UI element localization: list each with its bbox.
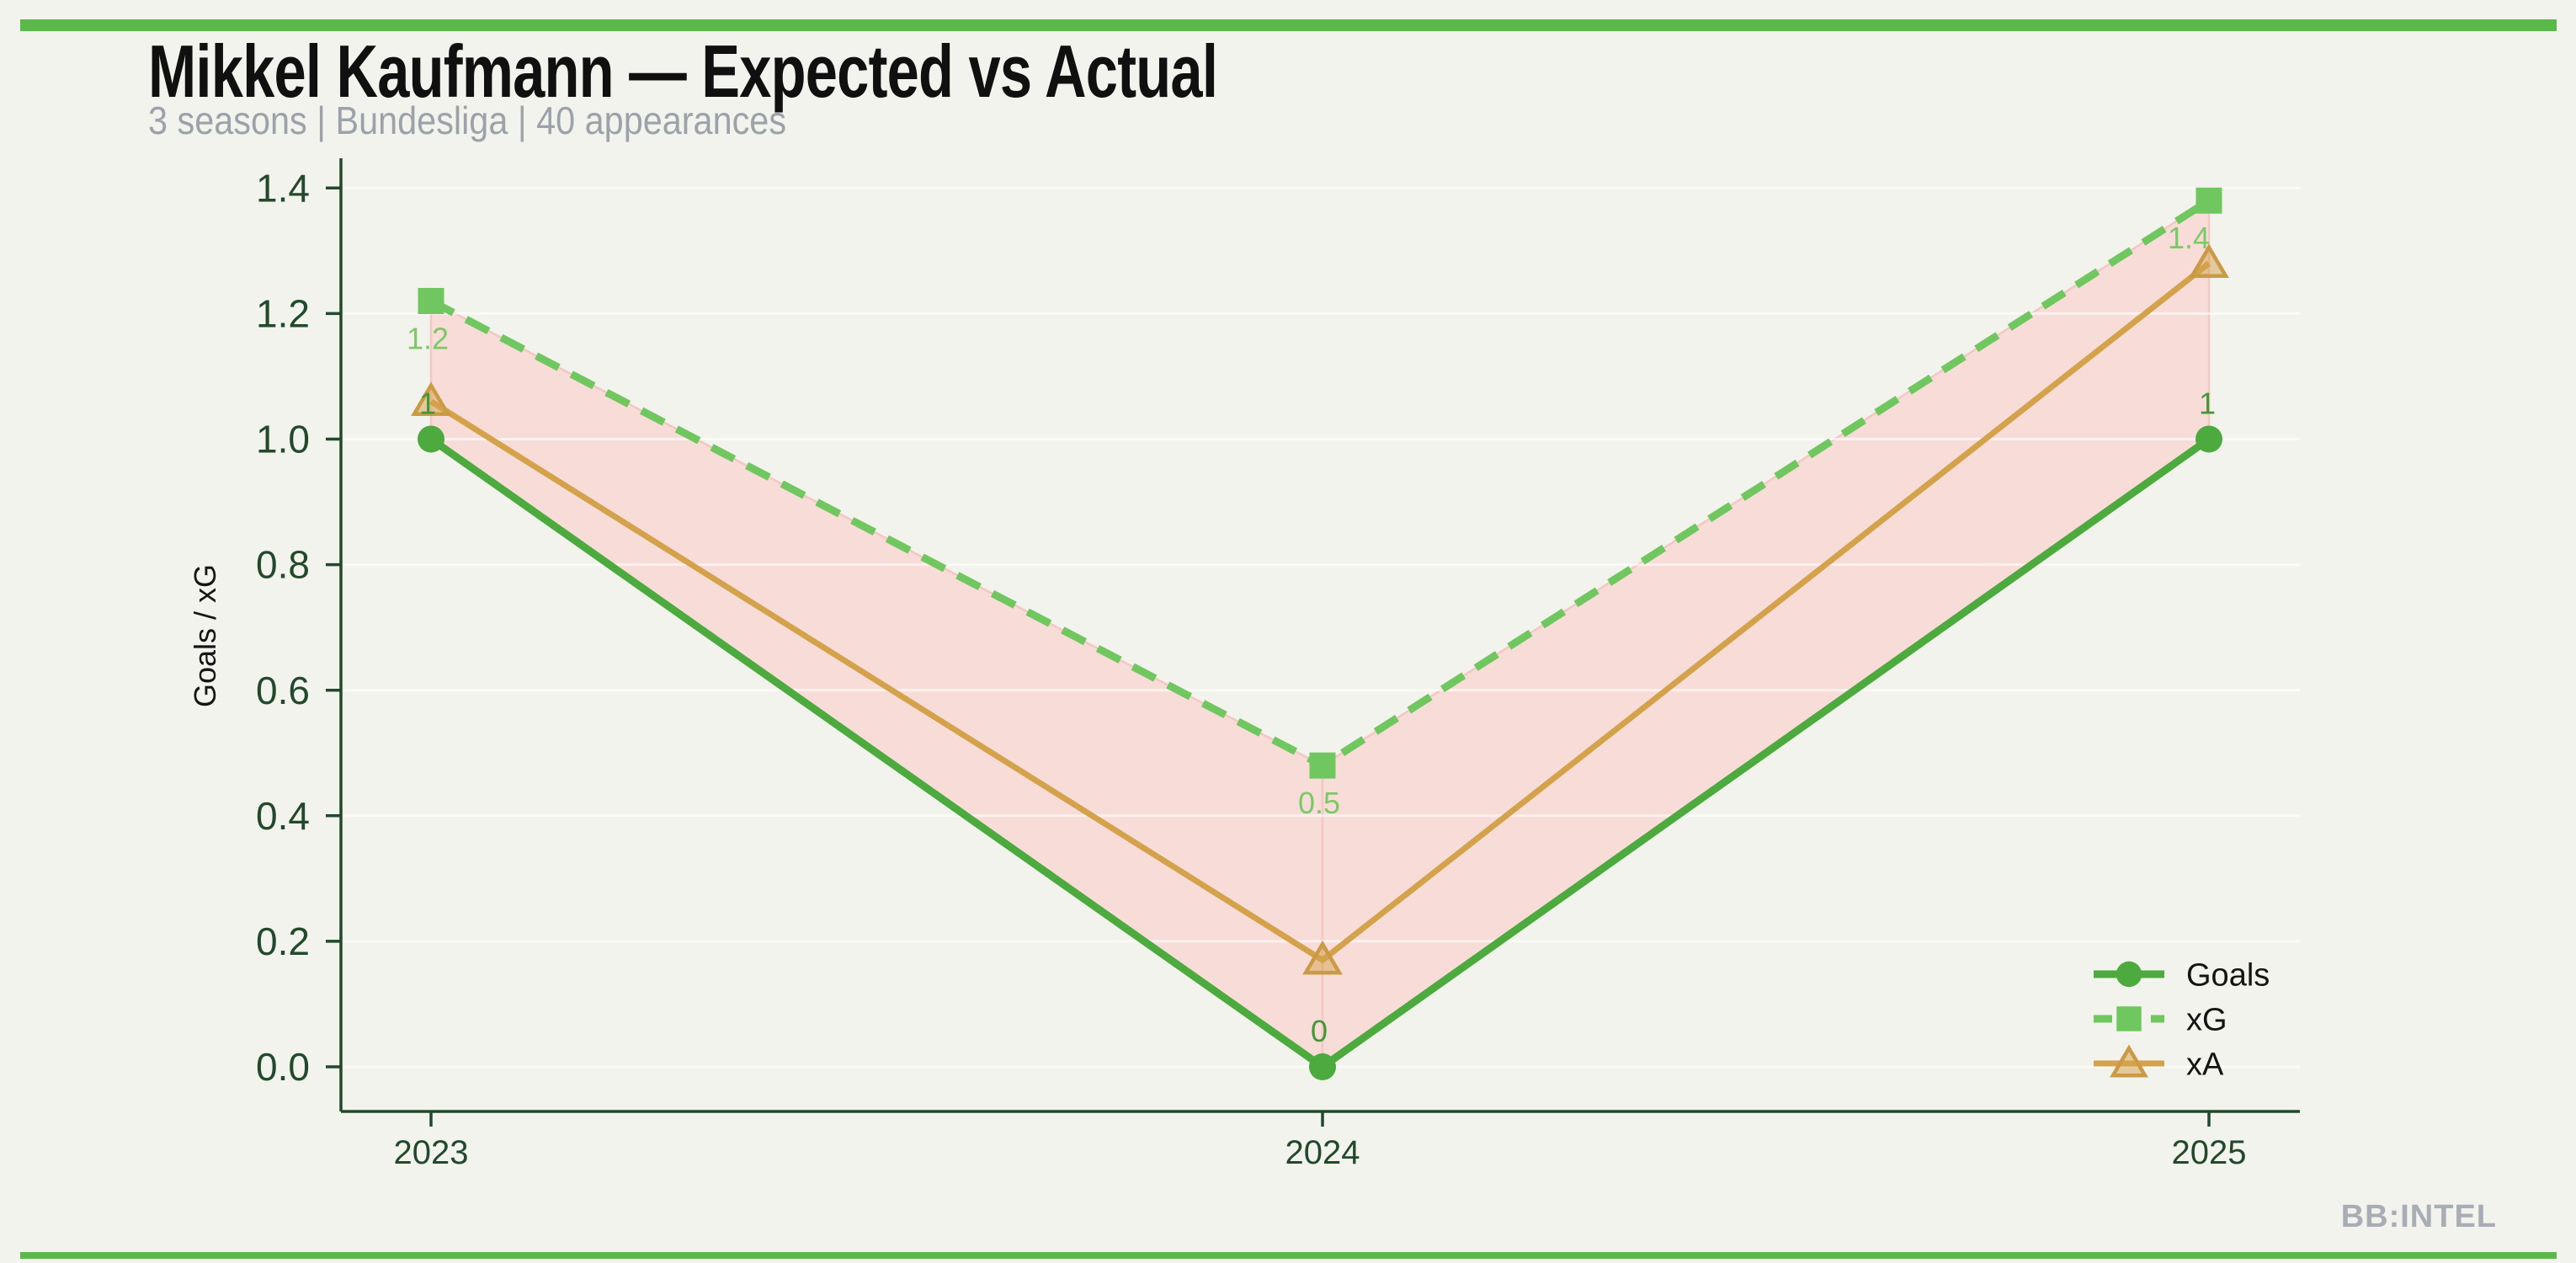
xa-marker — [2189, 243, 2229, 279]
y-tick-label: 1.2 — [256, 292, 310, 336]
legend-label-goals: Goals — [2186, 957, 2270, 993]
y-tick-label: 0.0 — [256, 1045, 310, 1089]
legend-marker-xa — [2110, 1044, 2148, 1078]
x-tick-label: 2023 — [394, 1134, 469, 1171]
x-tick-label: 2025 — [2172, 1134, 2247, 1171]
xg-point-label: 1.2 — [407, 321, 449, 355]
xg-point-label: 0.5 — [1298, 786, 1340, 820]
goals-point-label: 0 — [1311, 1014, 1328, 1048]
top-accent-bar — [20, 19, 2557, 31]
bottom-accent-bar — [20, 1252, 2557, 1259]
xg-marker — [1309, 752, 1336, 779]
xg-marker — [418, 287, 444, 314]
goals-point-label: 1 — [419, 386, 436, 421]
y-tick-label: 0.6 — [256, 669, 310, 712]
legend-label-xg: xG — [2186, 1002, 2227, 1037]
legend-marker-xg — [2116, 1006, 2142, 1031]
legend-label-xa: xA — [2186, 1047, 2224, 1082]
brand-watermark: BB:INTEL — [2340, 1199, 2497, 1234]
xg-goals-gap-band — [1321, 199, 2211, 1068]
goals-marker — [418, 425, 444, 453]
xa-marker — [1302, 940, 1343, 975]
goals-marker — [2195, 425, 2222, 453]
goals-marker — [1309, 1053, 1336, 1080]
legend-marker-goals — [2116, 961, 2142, 988]
y-tick-label: 0.4 — [256, 794, 310, 838]
goals-point-label: 1 — [2199, 386, 2216, 421]
chart-title: Mikkel Kaufmann — Expected vs Actual — [148, 29, 1218, 113]
xg-marker — [2195, 187, 2222, 214]
xg-point-label: 1.4 — [2168, 221, 2210, 255]
y-tick-label: 1.0 — [256, 418, 310, 461]
y-axis-title: Goals / xG — [188, 564, 222, 707]
chart-subtitle: 3 seasons | Bundesliga | 40 appearances — [148, 99, 787, 142]
xa-marker — [411, 381, 451, 417]
y-tick-label: 0.8 — [256, 543, 310, 587]
x-tick-label: 2024 — [1285, 1134, 1360, 1171]
y-tick-label: 0.2 — [256, 919, 310, 963]
y-tick-label: 1.4 — [256, 166, 310, 210]
